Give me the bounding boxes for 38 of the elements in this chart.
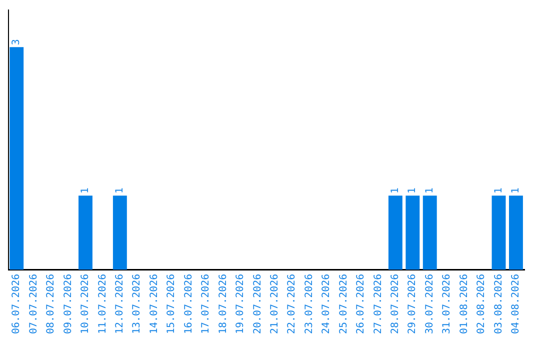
x-tick-label: 17.07.2026 (200, 274, 212, 334)
x-tick-label: 24.07.2026 (321, 274, 332, 334)
x-tick-label: 14.07.2026 (148, 274, 160, 334)
x-tick-label: 07.07.2026 (28, 274, 40, 334)
x-tick-label: 09.07.2026 (62, 274, 74, 334)
x-tick-label: 03.08.2026 (493, 274, 504, 334)
x-tick-label: 16.07.2026 (183, 274, 194, 334)
data-label: 1 (80, 188, 92, 194)
x-tick-label: 30.07.2026 (424, 274, 436, 334)
x-tick-label: 22.07.2026 (286, 274, 298, 334)
x-tick-label: 11.07.2026 (97, 274, 108, 334)
x-tick-label: 06.07.2026 (11, 274, 22, 334)
x-tick-label: 26.07.2026 (356, 274, 367, 334)
x-tick-label: 28.07.2026 (390, 274, 402, 334)
x-tick-label: 10.07.2026 (80, 274, 92, 334)
data-label: 1 (390, 188, 402, 194)
x-tick-label: 23.07.2026 (304, 274, 315, 334)
x-tick-label: 21.07.2026 (269, 274, 280, 334)
x-tick-label: 12.07.2026 (114, 274, 126, 334)
x-tick-label: 31.07.2026 (442, 274, 453, 334)
x-tick-label: 08.07.2026 (46, 274, 57, 334)
x-tick-label: 20.07.2026 (252, 274, 264, 334)
x-tick-label: 25.07.2026 (338, 274, 350, 334)
data-label: 1 (407, 188, 418, 194)
x-tick-label: 19.07.2026 (235, 274, 246, 334)
data-label: 3 (11, 39, 22, 46)
x-tick-label: 29.07.2026 (407, 274, 418, 334)
x-tick-label: 15.07.2026 (166, 274, 178, 334)
data-label: 1 (424, 188, 436, 194)
data-label: 1 (114, 188, 126, 194)
x-tick-label: 02.08.2026 (476, 274, 488, 334)
x-tick-label: 13.07.2026 (132, 274, 143, 334)
data-label: 1 (493, 188, 504, 194)
x-tick-label: 27.07.2026 (372, 274, 384, 334)
x-tick-label: 18.07.2026 (218, 274, 229, 334)
data-label: 1 (510, 188, 522, 194)
x-tick-label: 01.08.2026 (458, 274, 470, 334)
x-tick-label: 04.08.2026 (510, 274, 522, 334)
